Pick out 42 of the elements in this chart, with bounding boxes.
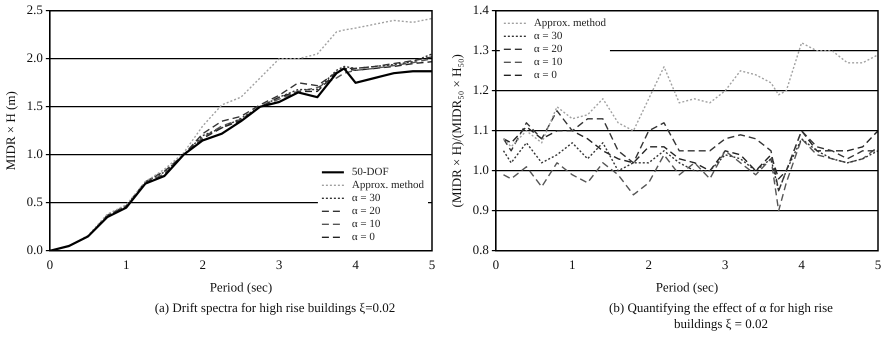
x-tick-label: 5: [874, 257, 882, 272]
x-tick-label: 1: [123, 257, 130, 272]
x-tick-label: 3: [276, 257, 282, 272]
x-tick-label: 2: [645, 257, 652, 272]
x-tick-label: 0: [46, 257, 54, 272]
legend-label: α = 10: [352, 218, 381, 230]
legend-label: α = 0: [534, 69, 558, 82]
x-tick-label: 4: [798, 257, 806, 272]
legend-label: α = 30: [352, 192, 381, 204]
text: (a) Drift spectra for high rise buildings ξ=0.02: [154, 300, 396, 316]
x-tick-label: 2: [199, 257, 206, 272]
x-tick-label: 4: [352, 257, 360, 272]
y-tick-label: 0.0: [26, 242, 43, 258]
y-tick-label: 1.3: [472, 42, 489, 58]
y-tick-label: 2.0: [26, 50, 43, 66]
text: (b) Quantifying the effect of α for high rise buildings ξ = 0.02: [608, 300, 834, 332]
y-tick-label: 1.5: [26, 98, 43, 114]
legend-label: α = 10: [534, 56, 563, 68]
x-tick-label: 3: [722, 257, 728, 272]
y-tick-label: 1.1: [472, 122, 489, 138]
y-tick-label: 0.9: [472, 202, 489, 218]
y-tick-label: 1.0: [472, 162, 489, 178]
legend-label: 50-DOF: [352, 166, 389, 178]
legend-label: Approx. method: [352, 179, 424, 192]
y-tick-label: 0.8: [472, 242, 489, 258]
y-tick-label: 1.0: [26, 146, 43, 162]
legend-label: α = 30: [534, 30, 563, 42]
y-axis-title: MIDR × H (m): [3, 91, 18, 170]
x-tick-label: 1: [569, 257, 576, 272]
y-tick-label: 2.5: [26, 2, 43, 18]
y-axis-title: (MIDR × H)/(MIDR₅₀ × H₅₀): [449, 54, 464, 208]
legend-label: α = 0: [352, 231, 376, 244]
y-tick-label: 1.2: [472, 82, 489, 98]
y-tick-label: 1.4: [472, 2, 490, 18]
x-axis-title: Period (sec): [656, 280, 718, 295]
x-tick-label: 5: [428, 257, 436, 272]
legend-label: α = 20: [534, 43, 563, 56]
legend-label: α = 20: [352, 205, 381, 218]
y-tick-label: 0.5: [26, 194, 43, 210]
x-axis-title: Period (sec): [210, 280, 272, 295]
x-tick-label: 0: [492, 257, 500, 272]
legend-label: Approx. method: [534, 17, 606, 30]
